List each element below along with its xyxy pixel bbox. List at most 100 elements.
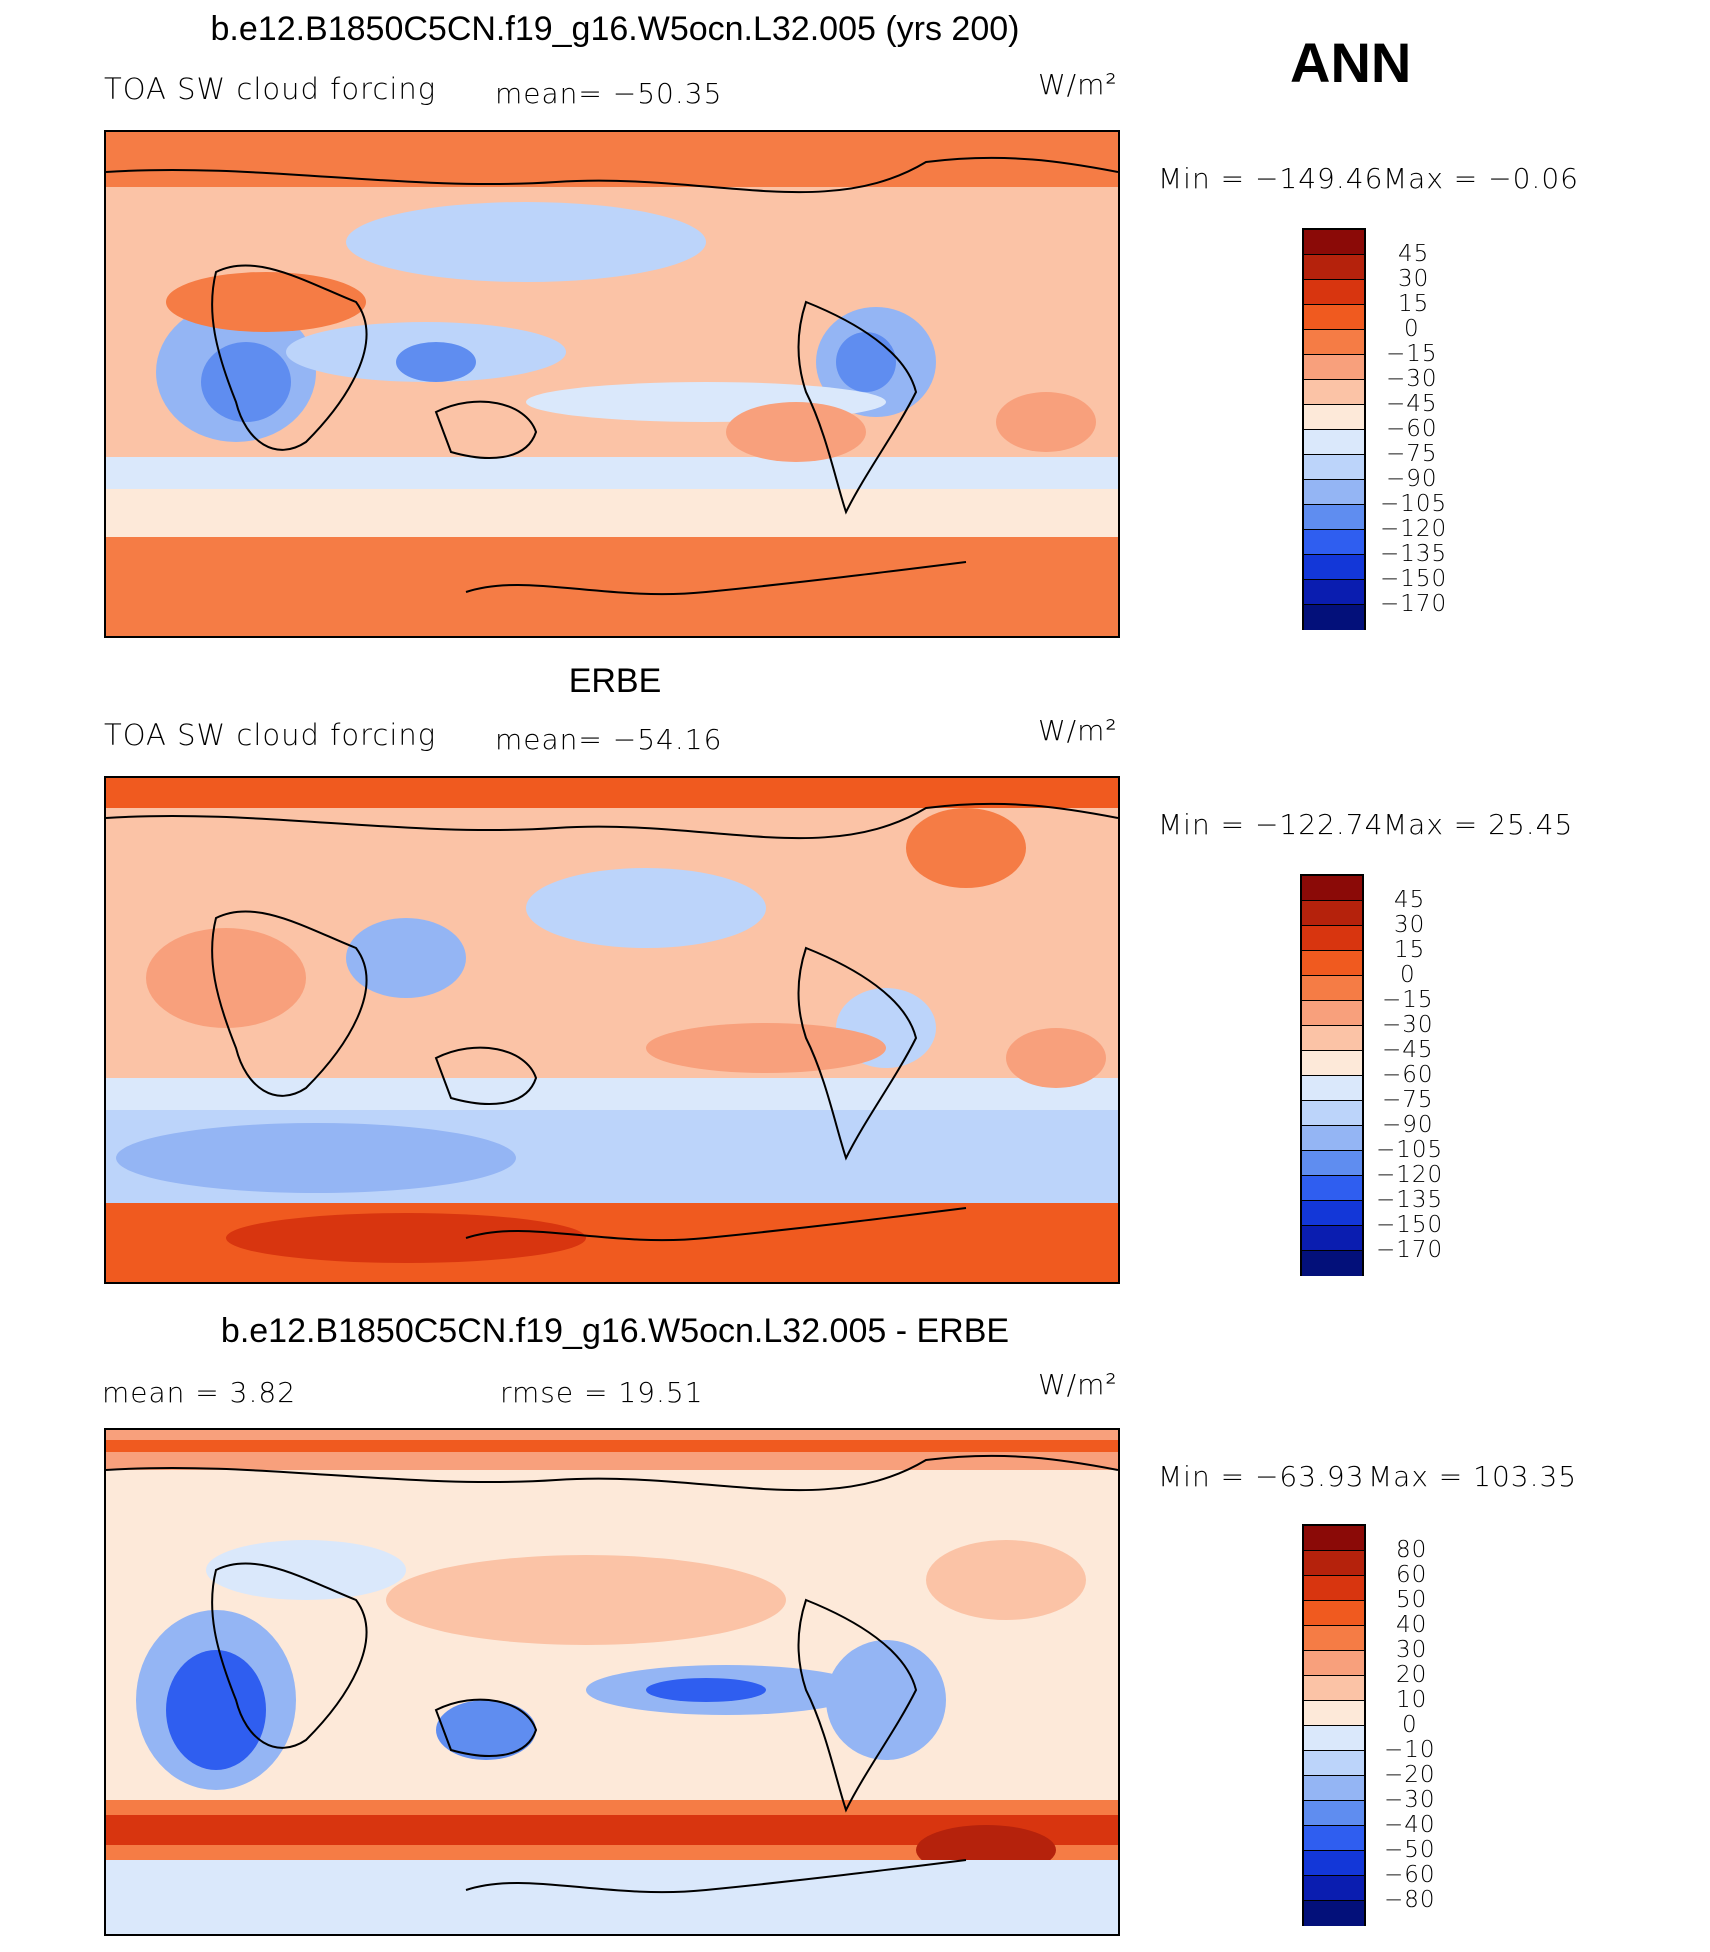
panel-3-colorbar-swatch bbox=[1304, 1776, 1364, 1801]
panel-1-map-field bbox=[106, 132, 1118, 636]
panel-2-colorbar-label: 15 bbox=[1394, 937, 1426, 963]
panel-3-colorbar-swatch bbox=[1304, 1601, 1364, 1626]
panel-3-colorbar-label: 60 bbox=[1396, 1562, 1428, 1588]
panel-3-colorbar bbox=[1302, 1524, 1366, 1926]
panel-2-colorbar-label: 30 bbox=[1394, 912, 1426, 938]
panel-3-colorbar-label: 10 bbox=[1396, 1687, 1428, 1713]
panel-3-colorbar-swatch bbox=[1304, 1651, 1364, 1676]
panel-1-colorbar-label: −150 bbox=[1380, 566, 1448, 592]
panel-2-mean: mean= −54.16 bbox=[495, 723, 723, 756]
panel-2-colorbar-swatch bbox=[1302, 1101, 1362, 1126]
panel-2-colorbar-swatch bbox=[1302, 926, 1362, 951]
panel-3-colorbar-label: −20 bbox=[1384, 1762, 1436, 1788]
panel-2-colorbar-label: −120 bbox=[1376, 1162, 1444, 1188]
panel-1-colorbar-swatch bbox=[1304, 505, 1364, 530]
panel-2-colorbar-label: −135 bbox=[1376, 1187, 1444, 1213]
panel-1-colorbar-swatch bbox=[1304, 255, 1364, 280]
panel-3-max: Max = 103.35 bbox=[1368, 1460, 1578, 1493]
panel-2-colorbar-swatch bbox=[1302, 1051, 1362, 1076]
panel-1-colorbar-swatch bbox=[1304, 305, 1364, 330]
panel-1-colorbar-swatch bbox=[1304, 330, 1364, 355]
panel-1-title: b.e12.B1850C5CN.f19_g16.W5ocn.L32.005 (y… bbox=[210, 10, 1020, 48]
panel-1-colorbar-swatch bbox=[1304, 605, 1364, 630]
panel-1-colorbar-label: −105 bbox=[1380, 491, 1448, 517]
panel-2-colorbar-label: −170 bbox=[1376, 1237, 1444, 1263]
panel-3-colorbar-swatch bbox=[1304, 1751, 1364, 1776]
panel-1-colorbar-label: −15 bbox=[1386, 341, 1438, 367]
panel-3-colorbar-label: −50 bbox=[1384, 1837, 1436, 1863]
panel-2-colorbar-swatch bbox=[1302, 1026, 1362, 1051]
panel-1-colorbar-swatch bbox=[1304, 380, 1364, 405]
panel-3-colorbar-label: 40 bbox=[1396, 1612, 1428, 1638]
panel-3-colorbar-label: −60 bbox=[1384, 1862, 1436, 1888]
panel-2-colorbar-swatch bbox=[1302, 1201, 1362, 1226]
panel-2-colorbar-label: 45 bbox=[1394, 887, 1426, 913]
panel-2-max: Max = 25.45 bbox=[1383, 808, 1574, 841]
panel-1-colorbar-swatch bbox=[1304, 355, 1364, 380]
panel-3-colorbar-label: −40 bbox=[1384, 1812, 1436, 1838]
panel-2-colorbar-label: −45 bbox=[1382, 1037, 1434, 1063]
panel-1-colorbar-label: −135 bbox=[1380, 541, 1448, 567]
panel-3-colorbar-swatch bbox=[1304, 1876, 1364, 1901]
panel-3-colorbar-label: 0 bbox=[1402, 1712, 1418, 1738]
panel-1-units: W/m² bbox=[1038, 68, 1118, 101]
panel-3-colorbar-swatch bbox=[1304, 1526, 1364, 1551]
panel-1-colorbar-label: −120 bbox=[1380, 516, 1448, 542]
panel-2-colorbar-swatch bbox=[1302, 1176, 1362, 1201]
panel-3-min: Min = −63.93 bbox=[1158, 1460, 1365, 1493]
panel-1-colorbar-label: −60 bbox=[1386, 416, 1438, 442]
panel-3-map-field bbox=[106, 1430, 1118, 1934]
panel-2-units: W/m² bbox=[1038, 714, 1118, 747]
panel-1-colorbar-swatch bbox=[1304, 230, 1364, 255]
panel-2-colorbar bbox=[1300, 874, 1364, 1276]
panel-1-colorbar-label: 45 bbox=[1398, 241, 1430, 267]
panel-2-colorbar-swatch bbox=[1302, 1151, 1362, 1176]
panel-2-colorbar-swatch bbox=[1302, 976, 1362, 1001]
panel-3-colorbar-label: 30 bbox=[1396, 1637, 1428, 1663]
panel-2-colorbar-swatch bbox=[1302, 1251, 1362, 1276]
panel-3-colorbar-label: 80 bbox=[1396, 1537, 1428, 1563]
panel-3-colorbar-label: 50 bbox=[1396, 1587, 1428, 1613]
panel-2-colorbar-label: −150 bbox=[1376, 1212, 1444, 1238]
panel-1-colorbar bbox=[1302, 228, 1366, 630]
panel-1-colorbar-label: 30 bbox=[1398, 266, 1430, 292]
panel-2-colorbar-label: −15 bbox=[1382, 987, 1434, 1013]
panel-2-colorbar-label: −90 bbox=[1382, 1112, 1434, 1138]
panel-1-colorbar-swatch bbox=[1304, 280, 1364, 305]
panel-2-colorbar-label: −105 bbox=[1376, 1137, 1444, 1163]
panel-1-colorbar-swatch bbox=[1304, 480, 1364, 505]
panel-3-colorbar-swatch bbox=[1304, 1801, 1364, 1826]
panel-3-colorbar-swatch bbox=[1304, 1726, 1364, 1751]
panel-1-colorbar-label: −30 bbox=[1386, 366, 1438, 392]
panel-3-colorbar-swatch bbox=[1304, 1901, 1364, 1926]
panel-1-mean: mean= −50.35 bbox=[495, 77, 723, 110]
panel-2-title: ERBE bbox=[568, 662, 662, 700]
panel-3-colorbar-label: 20 bbox=[1396, 1662, 1428, 1688]
panel-3-colorbar-label: −80 bbox=[1384, 1887, 1436, 1913]
panel-3-title: b.e12.B1850C5CN.f19_g16.W5ocn.L32.005 - … bbox=[220, 1312, 1010, 1350]
panel-2-map-field bbox=[106, 778, 1118, 1282]
panel-3-mean: mean = 3.82 bbox=[102, 1376, 297, 1409]
panel-1-colorbar-label: −90 bbox=[1386, 466, 1438, 492]
panel-1-variable: TOA SW cloud forcing bbox=[104, 72, 437, 106]
panel-2-colorbar-swatch bbox=[1302, 901, 1362, 926]
panel-3-rmse: rmse = 19.51 bbox=[500, 1376, 704, 1409]
season-label: ANN bbox=[1290, 31, 1412, 94]
panel-1-colorbar-label: 15 bbox=[1398, 291, 1430, 317]
panel-2-colorbar-label: −60 bbox=[1382, 1062, 1434, 1088]
panel-2-min: Min = −122.74 bbox=[1158, 808, 1384, 841]
panel-3-colorbar-swatch bbox=[1304, 1551, 1364, 1576]
panel-1-colorbar-swatch bbox=[1304, 430, 1364, 455]
panel-3-colorbar-label: −10 bbox=[1384, 1737, 1436, 1763]
panel-3-colorbar-swatch bbox=[1304, 1701, 1364, 1726]
panel-1-min: Min = −149.46 bbox=[1158, 162, 1384, 195]
panel-1-colorbar-swatch bbox=[1304, 455, 1364, 480]
panel-1-max: Max = −0.06 bbox=[1383, 162, 1579, 195]
panel-3-colorbar-swatch bbox=[1304, 1676, 1364, 1701]
panel-2-colorbar-swatch bbox=[1302, 876, 1362, 901]
panel-1-colorbar-label: −75 bbox=[1386, 441, 1438, 467]
panel-3-map bbox=[104, 1428, 1120, 1936]
panel-2-colorbar-label: −30 bbox=[1382, 1012, 1434, 1038]
panel-3-colorbar-swatch bbox=[1304, 1851, 1364, 1876]
panel-2-colorbar-swatch bbox=[1302, 1226, 1362, 1251]
